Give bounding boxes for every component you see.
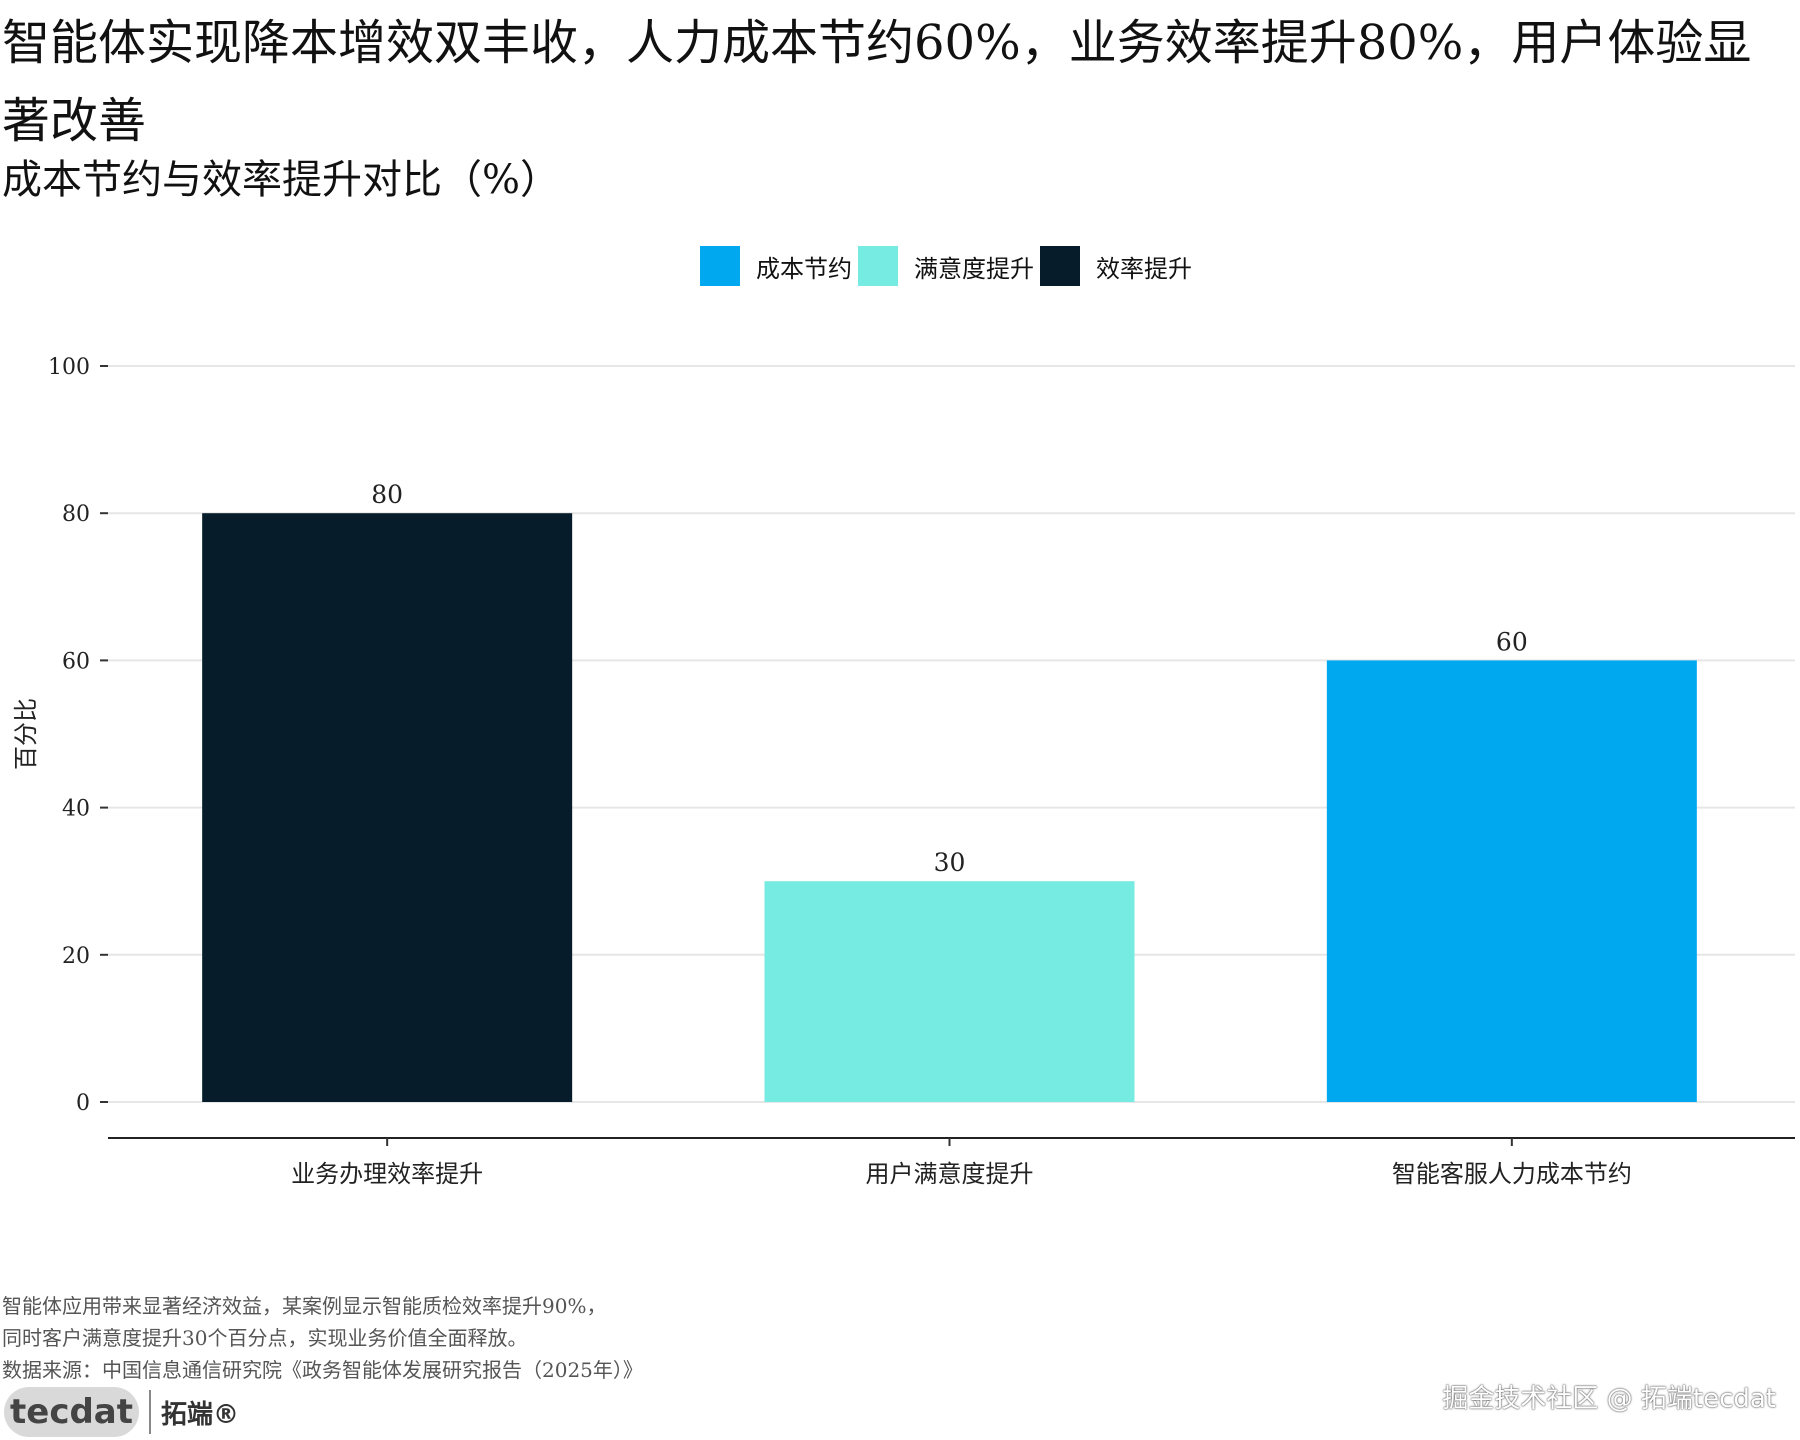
legend-swatch-efficiency: [1040, 246, 1080, 286]
logo-text: 拓端®: [161, 1399, 240, 1430]
legend-label-satisfaction: 满意度提升: [914, 254, 1034, 283]
y-tick-label: 100: [48, 355, 90, 380]
legend-label-efficiency: 效率提升: [1096, 254, 1192, 283]
brand-logo: tecdat 拓端®: [4, 1386, 239, 1438]
y-tick-label: 0: [76, 1091, 90, 1116]
bar-chart: 0 20 40 60 80 100 80 业务办理效率提升 30 用户满意度提升 60 智能客服人力成…: [12, 355, 1795, 1188]
legend-item-efficiency: 效率提升: [1040, 246, 1198, 286]
y-tick-label: 80: [62, 502, 90, 527]
logo-mark: tecdat: [4, 1387, 140, 1437]
legend-swatch-satisfaction: [858, 246, 898, 286]
data-label: 80: [371, 480, 403, 509]
x-tick-label: 用户满意度提升: [866, 1160, 1034, 1188]
chart-title: 智能体实现降本增效双丰收，人力成本节约60%，业务效率提升80%，用户体验显著改…: [2, 15, 1752, 149]
bar: [764, 881, 1135, 1102]
legend-swatch-cost: [700, 246, 740, 286]
x-tick-label: 智能客服人力成本节约: [1392, 1160, 1632, 1188]
data-label: 60: [1496, 627, 1528, 656]
bar: [202, 513, 573, 1102]
logo-divider: [149, 1390, 152, 1434]
legend-item-satisfaction: 满意度提升: [858, 246, 1040, 286]
caption: 智能体应用带来显著经济效益，某案例显示智能质检效率提升90%， 同时客户满意度提…: [2, 1290, 643, 1386]
caption-line-2: 同时客户满意度提升30个百分点，实现业务价值全面释放。: [2, 1326, 528, 1350]
x-tick-label: 业务办理效率提升: [291, 1160, 483, 1188]
watermark: 掘金技术社区 @ 拓端tecdat: [1442, 1384, 1776, 1414]
caption-source: 数据来源：中国信息通信研究院《政务智能体发展研究报告（2025年）》: [2, 1358, 643, 1382]
chart-subtitle: 成本节约与效率提升对比（%）: [2, 157, 561, 203]
y-axis-title: 百分比: [12, 698, 40, 770]
legend-item-cost: 成本节约: [700, 246, 858, 286]
caption-line-1: 智能体应用带来显著经济效益，某案例显示智能质检效率提升90%，: [2, 1294, 607, 1318]
legend: 成本节约 满意度提升 效率提升: [700, 244, 1198, 288]
legend-label-cost: 成本节约: [756, 254, 852, 283]
y-tick-label: 60: [62, 649, 90, 674]
y-tick-label: 20: [62, 944, 90, 969]
y-tick-label: 40: [62, 797, 90, 822]
bar: [1326, 660, 1697, 1102]
data-label: 30: [934, 848, 966, 877]
